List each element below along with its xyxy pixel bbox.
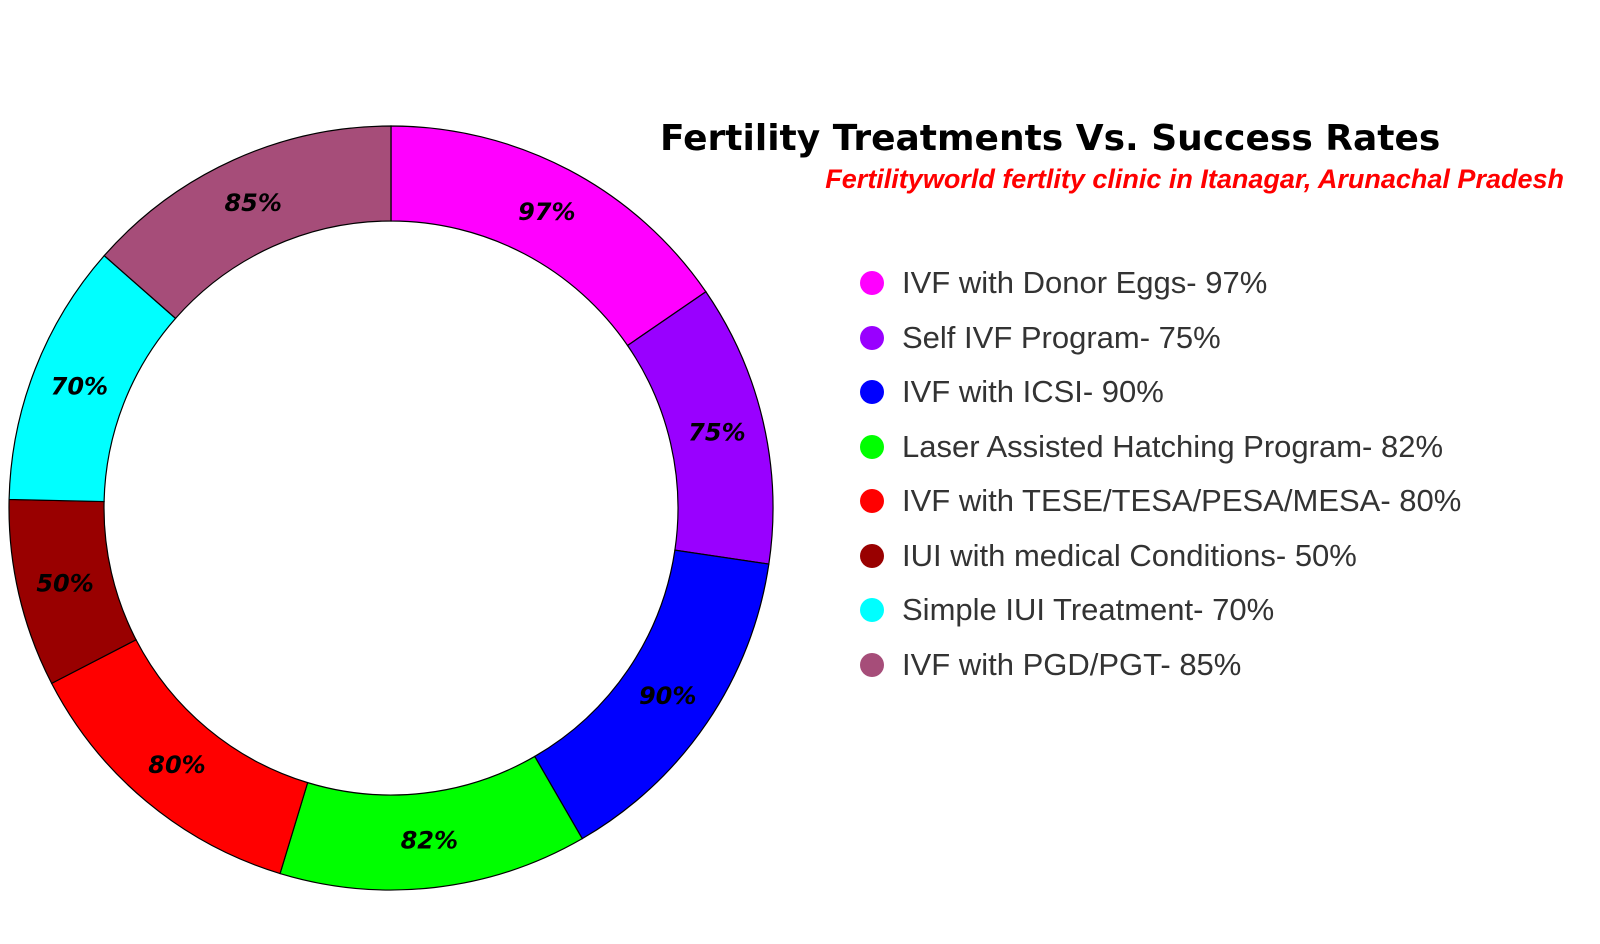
legend-swatch (860, 434, 884, 459)
legend-label: IVF with TESE/TESA/PESA/MESA- 80% (902, 483, 1462, 519)
legend-swatch (860, 489, 884, 514)
legend-label: IUI with medical Conditions- 50% (902, 537, 1357, 573)
legend-label: Self IVF Program- 75% (902, 319, 1221, 355)
legend-label: IVF with ICSI- 90% (902, 374, 1164, 410)
legend-item[interactable]: IVF with Donor Eggs- 97% (860, 256, 1461, 311)
legend-item[interactable]: Simple IUI Treatment- 70% (860, 583, 1461, 638)
legend-label: Simple IUI Treatment- 70% (902, 592, 1275, 628)
legend-swatch (860, 380, 884, 405)
slice-label: 90% (639, 682, 696, 710)
legend-item[interactable]: IUI with medical Conditions- 50% (860, 529, 1461, 584)
donut-slices (8, 125, 774, 891)
slice-label: 70% (51, 372, 108, 400)
chart-legend: IVF with Donor Eggs- 97% Self IVF Program… (860, 256, 1461, 692)
legend-swatch (860, 325, 884, 350)
legend-label: IVF with Donor Eggs- 97% (902, 265, 1268, 301)
legend-item[interactable]: IVF with ICSI- 90% (860, 365, 1461, 420)
legend-swatch (860, 543, 884, 568)
slice-label: 82% (401, 826, 458, 854)
legend-label: Laser Assisted Hatching Program- 82% (902, 428, 1444, 464)
slice-labels: 97% 75% 90% 82% 80% 50% 70% 85% (36, 189, 745, 854)
legend-swatch (860, 652, 884, 677)
chart-title: Fertility Treatments Vs. Success Rates (660, 118, 1441, 159)
legend-label: IVF with PGD/PGT- 85% (902, 646, 1242, 682)
legend-item[interactable]: IVF with PGD/PGT- 85% (860, 638, 1461, 693)
chart-subtitle: Fertilityworld fertlity clinic in Itanag… (825, 164, 1564, 194)
slice-label: 97% (518, 198, 575, 226)
legend-item[interactable]: Self IVF Program- 75% (860, 311, 1461, 366)
slice-label: 50% (36, 569, 93, 597)
legend-item[interactable]: IVF with TESE/TESA/PESA/MESA- 80% (860, 474, 1461, 529)
legend-swatch (860, 598, 884, 623)
donut-chart: 97% 75% 90% 82% 80% 50% 70% 85% (8, 125, 774, 891)
slice-label: 85% (224, 189, 281, 217)
slice-label: 75% (688, 419, 745, 447)
slice-85-percent (103, 125, 392, 320)
slice-82-percent (279, 755, 584, 891)
slice-97-percent (390, 125, 707, 347)
legend-item[interactable]: Laser Assisted Hatching Program- 82% (860, 420, 1461, 475)
legend-swatch (860, 271, 884, 296)
slice-label: 80% (148, 751, 205, 779)
